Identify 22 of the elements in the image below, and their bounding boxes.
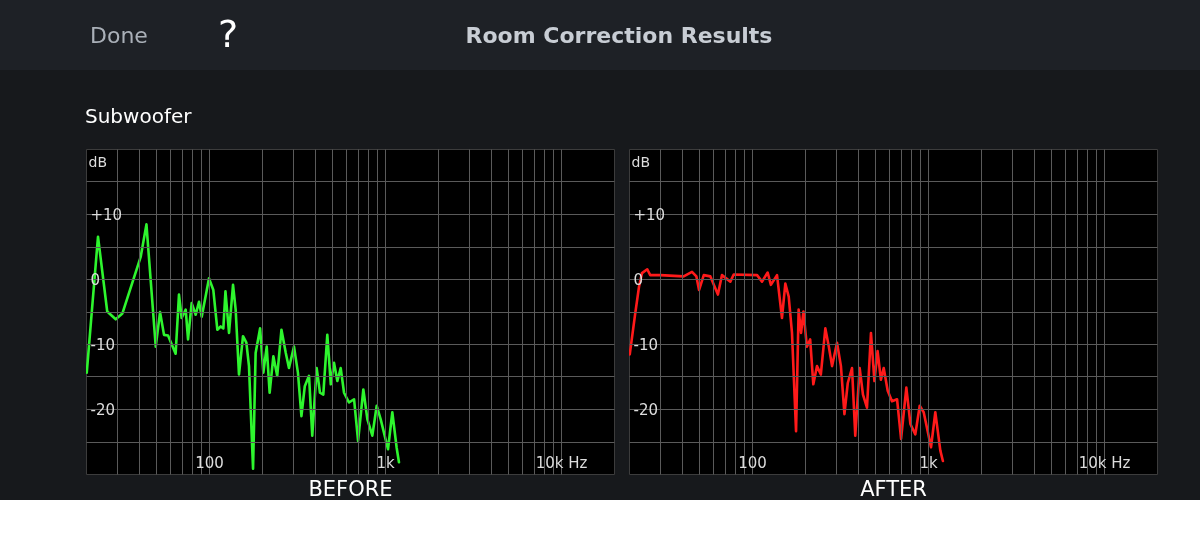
x-axis-title: BEFORE [308, 476, 393, 501]
y-axis-title: dB [631, 153, 650, 170]
chart-title: Room Correction Results [465, 23, 773, 48]
y-tick-label: -20 [633, 400, 658, 419]
x-axis-title: AFTER [860, 476, 927, 501]
y-tick-label: -20 [90, 400, 115, 419]
y-tick-label: +10 [633, 205, 666, 224]
y-axis-title: dB [88, 153, 107, 170]
x-tick-label: 1k [919, 453, 938, 472]
y-tick-label: +10 [90, 205, 123, 224]
text: ? [217, 12, 239, 56]
chart-subtitle: Subwoofer [85, 104, 193, 128]
y-tick-label: -10 [633, 335, 658, 354]
y-tick-label: 0 [90, 270, 101, 289]
x-tick-label: 10k Hz [1078, 453, 1131, 472]
x-tick-label: 100 [195, 453, 224, 472]
x-tick-label: 10k Hz [535, 453, 588, 472]
y-tick-label: 0 [633, 270, 644, 289]
y-tick-label: -10 [90, 335, 115, 354]
x-tick-label: 100 [738, 453, 767, 472]
x-tick-label: 1k [376, 453, 395, 472]
text: Done [90, 23, 148, 48]
